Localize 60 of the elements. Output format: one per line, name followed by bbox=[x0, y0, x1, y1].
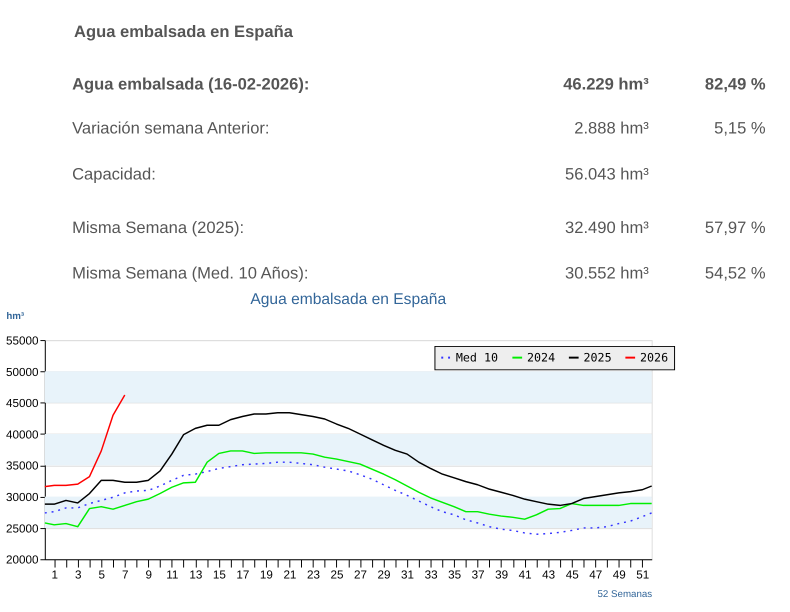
text: Variación semana Anterior: bbox=[72, 118, 270, 138]
x-tick-label: 19 bbox=[260, 568, 273, 582]
x-tick-label: 35 bbox=[448, 568, 462, 582]
text: Capacidad: bbox=[72, 164, 156, 184]
y-tick-label: 40000 bbox=[6, 428, 39, 442]
text: 30.552 hm³ bbox=[565, 264, 650, 283]
text: 54,52 % bbox=[704, 264, 766, 283]
x-tick-label: 11 bbox=[166, 568, 178, 582]
text: Misma Semana (2025): bbox=[72, 218, 244, 237]
x-tick-label: 37 bbox=[472, 568, 485, 582]
y-tick-label: 35000 bbox=[6, 460, 39, 473]
line-series bbox=[44, 461, 652, 535]
line-series bbox=[44, 394, 126, 488]
text: 57,97 % bbox=[704, 218, 766, 237]
x-tick-label: 9 bbox=[146, 568, 152, 582]
x-tick-label: 45 bbox=[566, 568, 579, 582]
legend-label: 2025 bbox=[583, 350, 612, 365]
line-series bbox=[44, 450, 652, 528]
legend-label: 2024 bbox=[526, 350, 556, 365]
y-tick-label: 25000 bbox=[6, 522, 39, 536]
x-tick-label: 29 bbox=[378, 568, 391, 582]
x-tick-label: 33 bbox=[424, 568, 438, 582]
chart-title: Agua embalsada en España bbox=[250, 291, 446, 308]
text: 46.229 hm³ bbox=[563, 74, 650, 94]
x-tick-label: 49 bbox=[612, 568, 626, 582]
x-tick-label: 13 bbox=[189, 568, 202, 582]
x-tick-label: 31 bbox=[401, 568, 414, 582]
text: 5,15 % bbox=[714, 118, 766, 138]
y-tick-label: 45000 bbox=[6, 397, 39, 410]
legend-label: 2026 bbox=[640, 350, 668, 365]
x-tick-label: 17 bbox=[236, 568, 250, 582]
x-tick-label: 23 bbox=[306, 568, 320, 582]
line-series bbox=[44, 412, 652, 506]
y-tick-label: 30000 bbox=[6, 491, 39, 504]
x-tick-label: 1 bbox=[51, 568, 58, 582]
text: Misma Semana (Med. 10 Años): bbox=[72, 264, 308, 283]
x-tick-label: 43 bbox=[542, 568, 556, 582]
y-tick-label: 20000 bbox=[6, 554, 39, 567]
x-tick-label: 7 bbox=[122, 568, 129, 582]
y-tick-label: 50000 bbox=[6, 366, 39, 379]
legend-label: Med 10 bbox=[456, 350, 498, 365]
y-axis-title: hm³ bbox=[6, 311, 25, 322]
x-tick-label: 27 bbox=[354, 568, 367, 582]
text: Agua embalsada en España bbox=[74, 22, 294, 42]
x-tick-label: 15 bbox=[212, 568, 226, 582]
text: Agua embalsada (16-02-2026): bbox=[72, 74, 310, 94]
text: 56.043 hm³ bbox=[565, 164, 650, 184]
x-tick-label: 51 bbox=[636, 568, 650, 582]
x-tick-label: 25 bbox=[330, 568, 344, 582]
text: 32.490 hm³ bbox=[565, 218, 650, 237]
x-tick-label: 41 bbox=[518, 568, 532, 582]
x-tick-label: 21 bbox=[283, 568, 296, 582]
text: 2.888 hm³ bbox=[574, 118, 650, 138]
x-tick-label: 39 bbox=[495, 568, 508, 582]
x-tick-label: 3 bbox=[74, 568, 82, 582]
text: 82,49 % bbox=[704, 74, 766, 94]
y-tick-label: 55000 bbox=[6, 334, 39, 348]
x-tick-label: 47 bbox=[589, 568, 602, 582]
x-axis-title: 52 Semanas bbox=[598, 588, 652, 600]
x-tick-label: 5 bbox=[98, 568, 105, 582]
